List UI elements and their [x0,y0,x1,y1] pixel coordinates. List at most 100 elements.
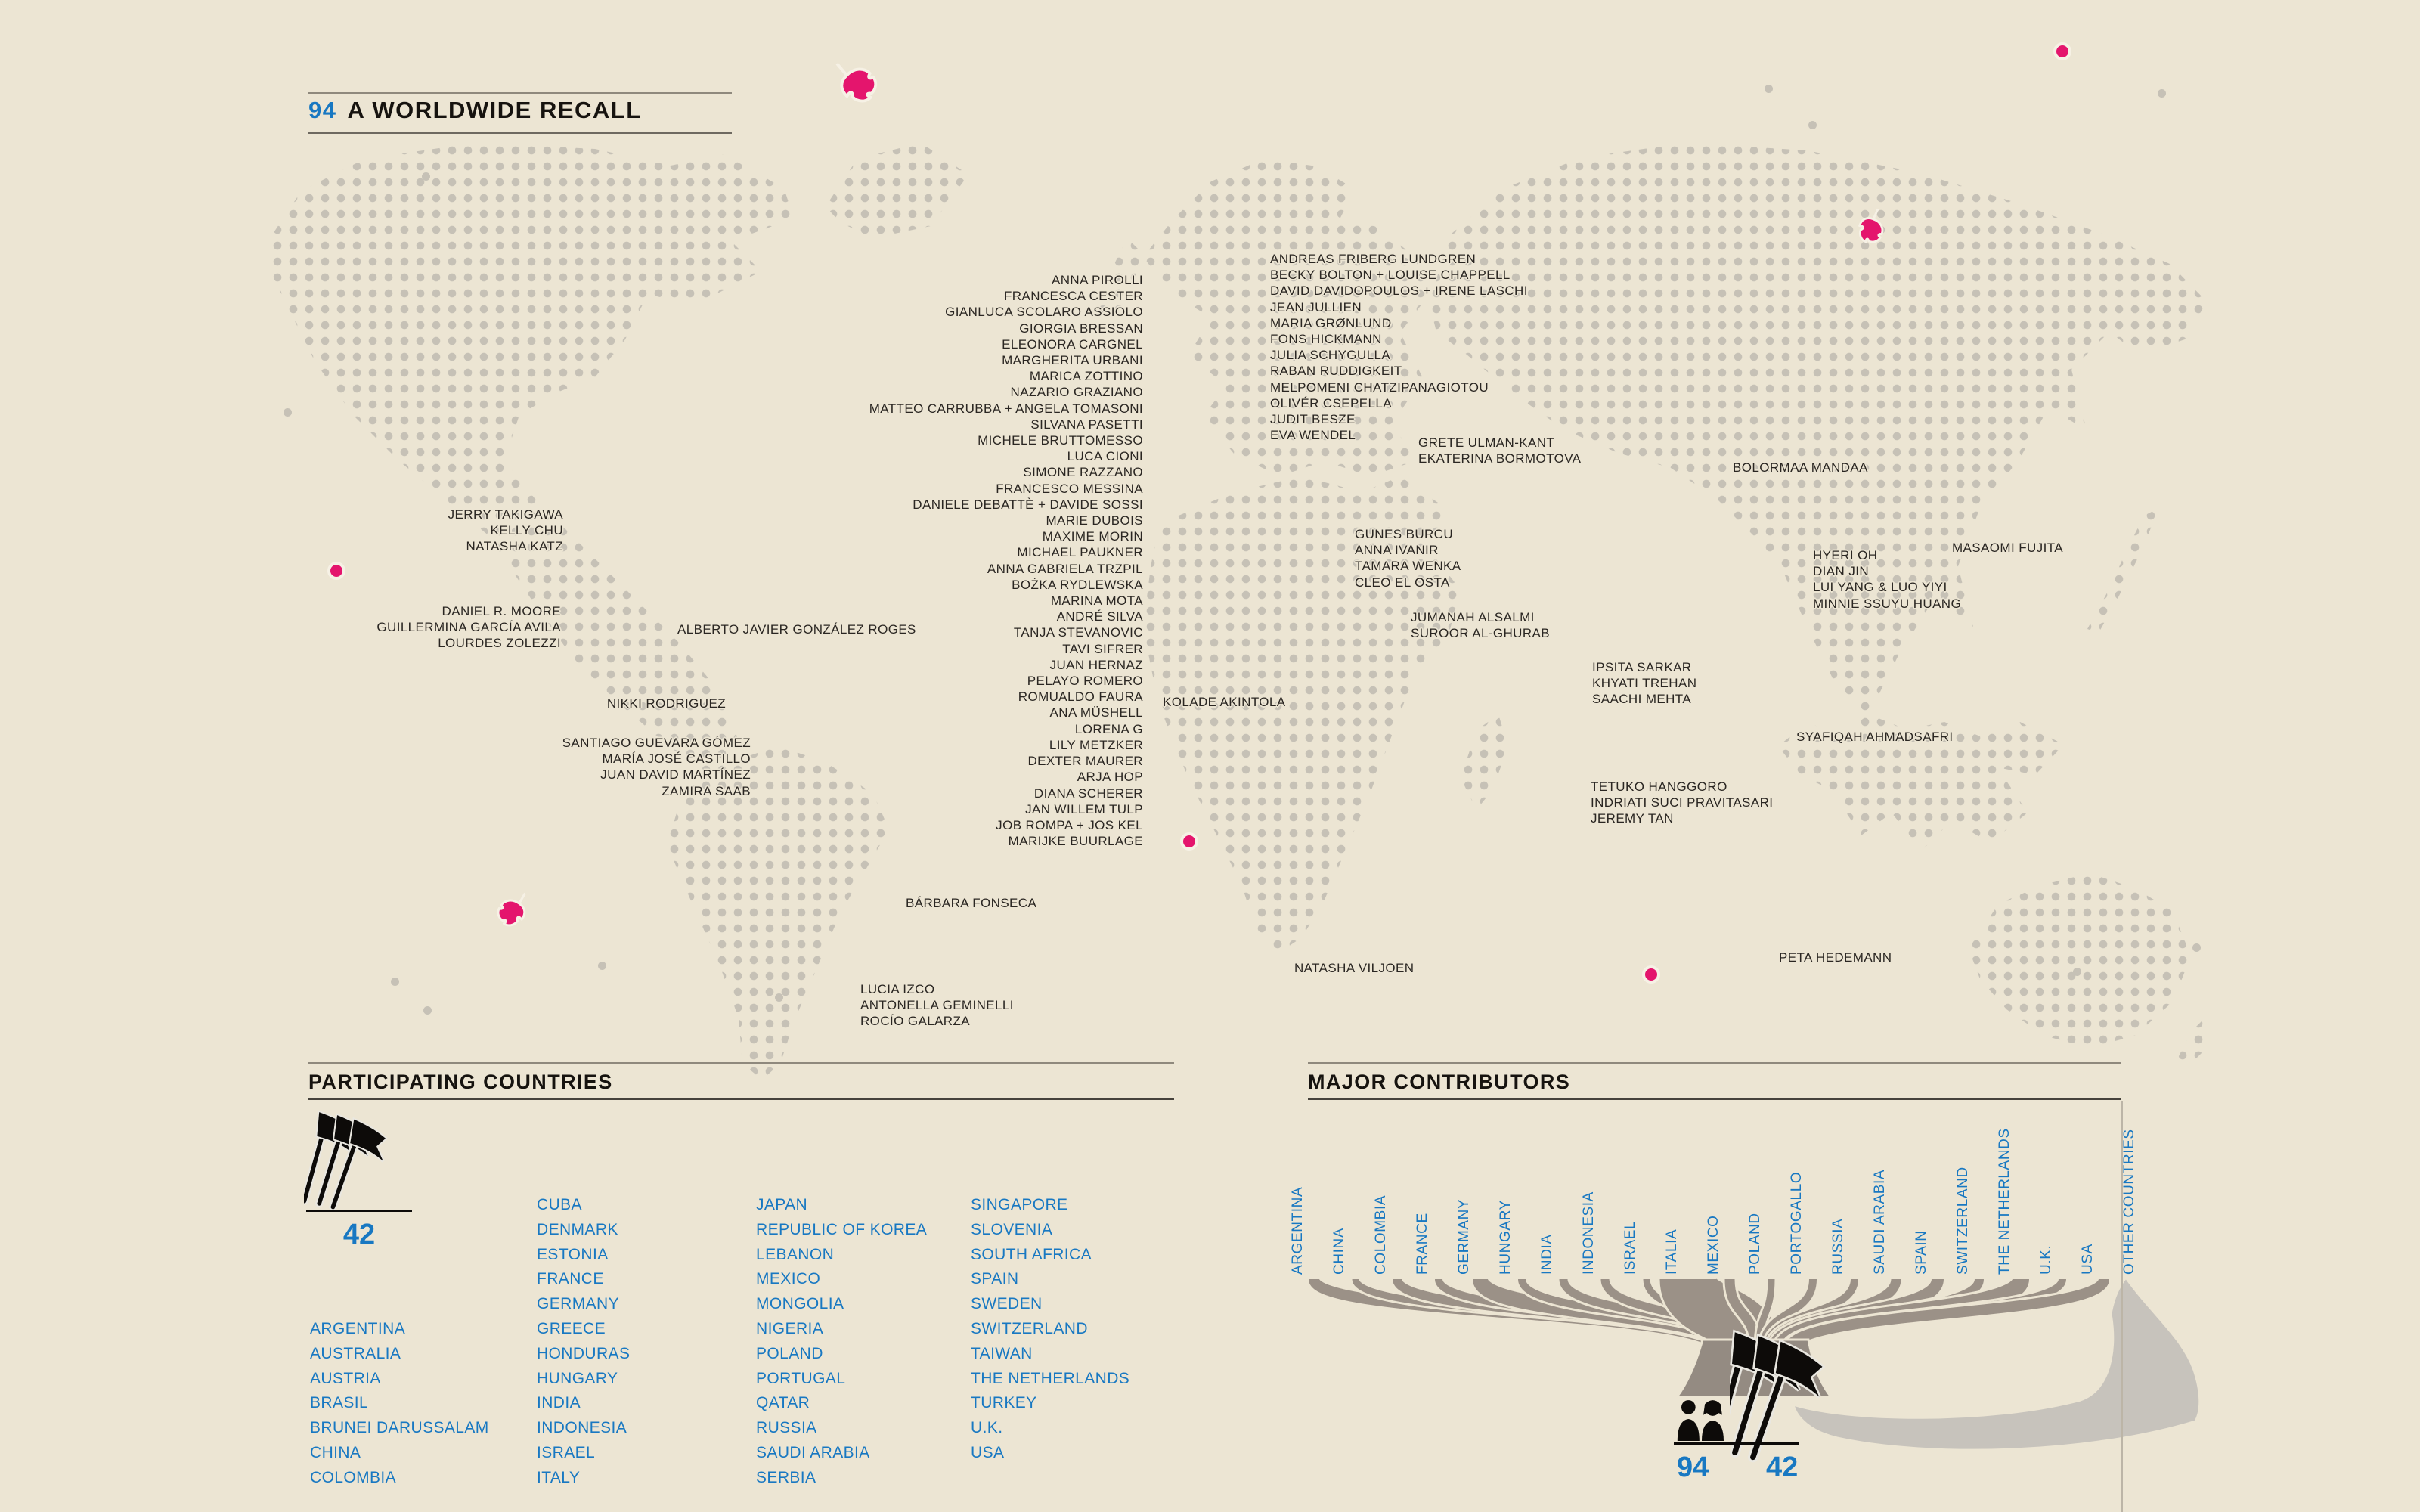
contributor-name: SIMONE RAZZANO [1023,465,1143,480]
contributor-name: LUCIA IZCO [860,982,935,996]
contributor-name: GIORGIA BRESSAN [1019,321,1143,336]
country-item: AUSTRIA [310,1369,381,1387]
contributor-name: DEXTER MAURER [1027,754,1143,769]
contributor-name: DAVID DAVIDOPOULOS + IRENE LASCHI [1270,284,1528,299]
fan-label-hungary: HUNGARY [1498,1200,1514,1275]
island-dot [284,408,292,417]
contributor-name: SANTIAGO GUEVARA GÓMEZ [562,736,751,750]
contributor-name: PELAYO ROMERO [1027,674,1143,689]
contributor-name: MATTEO CARRUBBA + ANGELA TOMASONI [869,401,1143,416]
contributor-name: ANNA GABRIELA TRZPIL [987,561,1143,576]
country-item: PORTUGAL [756,1369,846,1387]
title-rule-top [308,92,732,94]
fan-label-russia: RUSSIA [1830,1218,1846,1275]
contributor-name: NATASHA KATZ [466,539,563,554]
contributor-name: MARIE DUBOIS [1046,513,1143,528]
people-icon [1677,1400,1724,1441]
magenta-dot [1180,832,1198,850]
contributor-name: SYAFIQAH AHMADSAFRI [1796,730,1954,744]
contributor-name: SAACHI MEHTA [1592,692,1692,707]
contributor-name: JEAN JULLIEN [1270,299,1362,314]
contributor-name: BECKY BOLTON + LOUISE CHAPPELL [1270,268,1511,283]
fan-label-argentina: ARGENTINA [1290,1186,1306,1275]
contributor-name: GIANLUCA SCOLARO ASSIOLO [945,305,1143,320]
contributor-name: DIAN JIN [1813,564,1870,579]
fan-label-germany: GERMANY [1456,1198,1472,1275]
contributor-name: ROCÍO GALARZA [860,1014,971,1029]
flags-icon [304,1110,389,1211]
country-item: THE NETHERLANDS [971,1369,1130,1387]
contributor-name: ALBERTO JAVIER GONZÁLEZ ROGES [677,622,916,637]
contributor-name: ANTONELLA GEMINELLI [860,998,1014,1013]
contributor-name: JUDIT BESZE [1270,412,1356,427]
contributor-group-g_mongolia: BOLORMAA MANDAA [1733,460,1868,476]
country-item: USA [971,1443,1005,1461]
contributor-group-g_cuba: ALBERTO JAVIER GONZÁLEZ ROGES [677,621,916,637]
country-item: CUBA [537,1196,582,1213]
country-item: TURKEY [971,1394,1037,1412]
country-item: RUSSIA [756,1419,817,1437]
country-item: ESTONIA [537,1245,609,1263]
country-item: INDIA [537,1394,581,1412]
country-item: U.K. [971,1419,1003,1437]
contributor-group-g_brazil: BÁRBARA FONSECA [906,895,1036,911]
country-item: ITALY [537,1468,581,1486]
contributor-name: ANDREAS FRIBERG LUNDGREN [1270,252,1476,266]
title-number: 94 [308,97,337,123]
country-item: HUNGARY [537,1369,618,1387]
country-item: SPAIN [971,1270,1019,1288]
fan-label-italia: ITALIA [1664,1228,1680,1275]
country-item: CHINA [310,1443,361,1461]
island-dot [1808,121,1817,129]
landmass-japan [2087,508,2159,633]
leaf-icon [835,62,878,103]
country-item: INDONESIA [537,1419,627,1437]
country-item: BRUNEI DARUSSALAM [310,1419,489,1437]
contributor-name: DIANA SCHERER [1033,785,1143,801]
totals-underline [1674,1442,1799,1445]
contributor-group-g_india: IPSITA SARKAR KHYATI TREHAN SAACHI MEHTA [1592,659,1696,708]
country-item: FRANCE [537,1270,604,1288]
contributor-name: TANJA STEVANOVIC [1013,625,1143,640]
contributor-name: MARIA GRØNLUND [1270,315,1392,330]
fan-label-portogallo: PORTOGALLO [1789,1171,1805,1275]
major-flag-count: 42 [1766,1452,1799,1483]
contributor-group-g_uswest: JERRY TAKIGAWA KELLY CHU NATASHA KATZ [448,507,563,555]
country-item: SWEDEN [971,1295,1043,1313]
contributor-name: MICHAEL PAUKNER [1017,545,1143,560]
contributor-name: PETA HEDEMANN [1779,950,1892,965]
contributor-name: LILY METZKER [1049,737,1143,752]
contributor-name: JERRY TAKIGAWA [448,507,563,522]
magenta-dot [327,562,345,580]
contributor-name: CLEO EL OSTA [1355,575,1450,590]
participating-count: 42 [342,1219,376,1250]
country-item: TAIWAN [971,1344,1033,1362]
country-item: BRASIL [310,1394,369,1412]
section-rule-bottom-right [1308,1098,2121,1100]
contributor-group-g_mexico: DANIEL R. MOORE GUILLERMINA GARCÍA AVILA L… [376,603,561,652]
contributor-name: BOLORMAA MANDAA [1733,460,1868,475]
island-dot [422,172,430,181]
page-title: 94 A WORLDWIDE RECALL [308,97,642,124]
country-item: SERBIA [756,1468,816,1486]
contributor-name: BOŻKA RYDLEWSKA [1012,577,1143,592]
fan-label-france: FRANCE [1415,1213,1430,1275]
fan-label-other-countries: OTHER COUNTRIES [2121,1129,2137,1275]
landmass-greenland [826,143,968,238]
leaf-icon [1858,208,1884,243]
landmass-australia [1969,873,2191,1048]
contributor-name: MARICA ZOTTINO [1029,369,1143,384]
contributor-name: LUCA CIONI [1067,449,1143,464]
contributor-name: EVA WENDEL [1270,428,1356,443]
country-item: SINGAPORE [971,1196,1068,1213]
fan-label-china: CHINA [1331,1227,1347,1275]
contributor-name: LORENA G [1074,721,1143,736]
contributor-group-g_australia: PETA HEDEMANN [1779,950,1892,965]
contributor-name: JUAN HERNAZ [1049,657,1143,672]
country-item: POLAND [756,1344,823,1362]
country-item: REPUBLIC OF KOREA [756,1220,928,1238]
contributor-name: HYERI OH [1813,548,1878,562]
country-item: NIGERIA [756,1319,824,1337]
flag [329,1117,389,1211]
